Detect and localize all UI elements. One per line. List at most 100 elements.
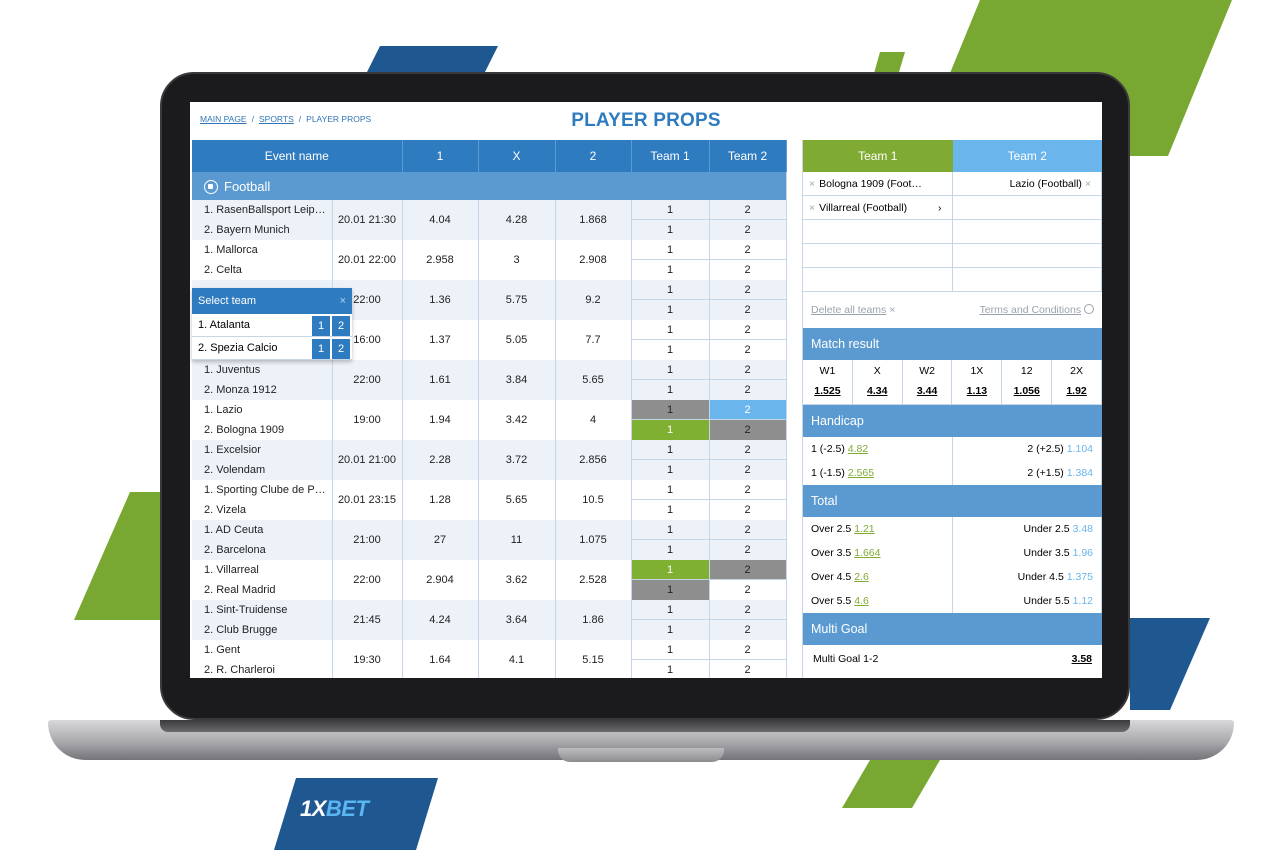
- odd-1[interactable]: 1.36: [402, 280, 479, 320]
- odds-value[interactable]: 2.565: [847, 467, 875, 479]
- event-teams[interactable]: 1. Sint-Truidense 2. Club Brugge: [192, 600, 333, 640]
- event-row[interactable]: 1. Juventus 2. Monza 1912 22:00 1.61 3.84 5.6…: [192, 360, 787, 400]
- select-team1-button[interactable]: 1: [312, 316, 330, 336]
- remove-icon[interactable]: ×: [809, 178, 816, 190]
- team1-select-away[interactable]: 1: [666, 544, 674, 556]
- sport-header-football[interactable]: Football: [192, 172, 787, 200]
- odd-1[interactable]: 1.37: [402, 320, 479, 360]
- event-row[interactable]: 1. Sporting Clube de P… 2. Vizela 20.01 23…: [192, 480, 787, 520]
- odd-1[interactable]: 2.904: [402, 560, 479, 600]
- team2-select-away[interactable]: 2: [744, 624, 751, 636]
- odd-1[interactable]: 1.28: [402, 480, 479, 520]
- odd-2[interactable]: 4: [555, 400, 632, 440]
- match-result-odd[interactable]: 3.44: [903, 382, 953, 404]
- odds-line[interactable]: 2 (+2.5) 1.104: [953, 437, 1102, 461]
- select-team2-button[interactable]: 2: [332, 316, 350, 336]
- team2-select-away[interactable]: 2: [744, 344, 751, 356]
- odd-2[interactable]: 1.075: [555, 520, 632, 560]
- team1-select-home[interactable]: 1: [631, 440, 709, 460]
- odds-value[interactable]: 3.48: [1072, 523, 1093, 535]
- team1-select-home[interactable]: 1: [631, 400, 709, 420]
- breadcrumb-sports[interactable]: SPORTS: [258, 114, 294, 124]
- event-row[interactable]: 1. Mallorca 2. Celta 20.01 22:00 2.958 3 2.90…: [192, 240, 787, 280]
- odds-value[interactable]: 1.104: [1066, 443, 1093, 455]
- team1-select-away[interactable]: 1: [631, 420, 709, 440]
- team1-select-home[interactable]: 1: [631, 200, 709, 220]
- odd-1[interactable]: 2.958: [402, 240, 479, 280]
- odds-value[interactable]: 4.82: [847, 443, 869, 455]
- event-row[interactable]: 1. AD Ceuta 2. Barcelona 21:00 27 11 1.075 1 1 2…: [192, 520, 787, 560]
- event-teams[interactable]: 1. Mallorca 2. Celta: [192, 240, 333, 280]
- team2-select-home[interactable]: 2: [709, 240, 786, 260]
- odds-line[interactable]: 2 (+1.5) 1.384: [953, 461, 1102, 485]
- odd-2[interactable]: 10.5: [555, 480, 632, 520]
- breadcrumb-main-page[interactable]: MAIN PAGE: [200, 114, 247, 124]
- odds-line[interactable]: 1 (-2.5) 4.82: [803, 437, 952, 461]
- team1-select-away[interactable]: 1: [666, 464, 674, 476]
- event-row[interactable]: 1. RasenBallsport Leip… 2. Bayern Munich 2…: [192, 200, 787, 240]
- odd-x[interactable]: 3.84: [478, 360, 556, 400]
- odds-value[interactable]: 2.6: [854, 571, 869, 583]
- team1-select-home[interactable]: 1: [631, 640, 709, 660]
- team2-select-home[interactable]: 2: [709, 560, 786, 580]
- odd-x[interactable]: 5.75: [478, 280, 556, 320]
- team1-item[interactable]: × Bologna 1909 (Foot…: [803, 172, 952, 196]
- team1-select-home[interactable]: 1: [631, 600, 709, 620]
- event-teams[interactable]: 1. Excelsior 2. Volendam: [192, 440, 333, 480]
- odds-value[interactable]: 1.384: [1066, 467, 1093, 479]
- odds-line[interactable]: Under 4.5 1.375: [953, 565, 1102, 589]
- close-icon[interactable]: ×: [339, 295, 346, 307]
- event-teams[interactable]: 1. Gent 2. R. Charleroi: [192, 640, 333, 678]
- popup-row[interactable]: 1. Atalanta 1 2: [192, 314, 352, 337]
- team2-select-away[interactable]: 2: [744, 304, 751, 316]
- odd-2[interactable]: 2.856: [555, 440, 632, 480]
- team1-select-home[interactable]: 1: [631, 240, 709, 260]
- team2-select-home[interactable]: 2: [709, 640, 786, 660]
- team2-select-away[interactable]: 2: [744, 224, 751, 236]
- odd-2[interactable]: 7.7: [555, 320, 632, 360]
- team1-select-away[interactable]: 1: [666, 384, 674, 396]
- event-teams[interactable]: 1. Sporting Clube de P… 2. Vizela: [192, 480, 333, 520]
- team2-item[interactable]: Lazio (Football) ×: [952, 172, 1101, 196]
- odd-x[interactable]: 3.62: [478, 560, 556, 600]
- odd-x[interactable]: 4.28: [478, 200, 556, 240]
- team1-select-away[interactable]: 1: [666, 624, 674, 636]
- odd-1[interactable]: 1.64: [402, 640, 479, 678]
- match-result-odd[interactable]: 1.92: [1052, 382, 1102, 404]
- odd-2[interactable]: 5.65: [555, 360, 632, 400]
- team1-select-away[interactable]: 1: [666, 304, 674, 316]
- team1-select-away[interactable]: 1: [666, 504, 674, 516]
- odd-2[interactable]: 1.86: [555, 600, 632, 640]
- event-row[interactable]: 1. Villarreal 2. Real Madrid 22:00 2.904 3.6…: [192, 560, 787, 600]
- odd-1[interactable]: 4.04: [402, 200, 479, 240]
- odd-1[interactable]: 4.24: [402, 600, 479, 640]
- odd-1[interactable]: 1.61: [402, 360, 479, 400]
- odds-value[interactable]: 4.6: [854, 595, 869, 607]
- team1-select-home[interactable]: 1: [631, 480, 709, 500]
- select-team2-button[interactable]: 2: [332, 339, 350, 359]
- team2-select-away[interactable]: 2: [744, 464, 751, 476]
- match-result-odd[interactable]: 1.056: [1002, 382, 1053, 404]
- delete-all-teams-link[interactable]: Delete all teams ×: [811, 304, 896, 316]
- terms-link[interactable]: Terms and Conditions: [980, 304, 1094, 316]
- multi-goal-odd[interactable]: 3.58: [1071, 653, 1092, 665]
- odd-2[interactable]: 2.528: [555, 560, 632, 600]
- odds-value[interactable]: 1.96: [1072, 547, 1093, 559]
- odds-value[interactable]: 1.664: [854, 547, 881, 559]
- team1-select-away[interactable]: 1: [666, 224, 674, 236]
- event-teams[interactable]: 1. AD Ceuta 2. Barcelona: [192, 520, 333, 560]
- team1-select-home[interactable]: 1: [631, 560, 709, 580]
- team2-select-home[interactable]: 2: [709, 200, 786, 220]
- chevron-right-icon[interactable]: ›: [938, 202, 942, 214]
- popup-row[interactable]: 2. Spezia Calcio 1 2: [192, 337, 352, 360]
- odd-1[interactable]: 2.28: [402, 440, 479, 480]
- odd-x[interactable]: 3.72: [478, 440, 556, 480]
- team2-select-home[interactable]: 2: [709, 360, 786, 380]
- odds-line[interactable]: 1 (-1.5) 2.565: [803, 461, 952, 485]
- team1-select-home[interactable]: 1: [631, 280, 709, 300]
- odd-x[interactable]: 5.05: [478, 320, 556, 360]
- odd-x[interactable]: 3.64: [478, 600, 556, 640]
- odd-x[interactable]: 11: [478, 520, 556, 560]
- team1-select-away[interactable]: 1: [666, 664, 674, 676]
- team2-select-away[interactable]: 2: [709, 420, 786, 440]
